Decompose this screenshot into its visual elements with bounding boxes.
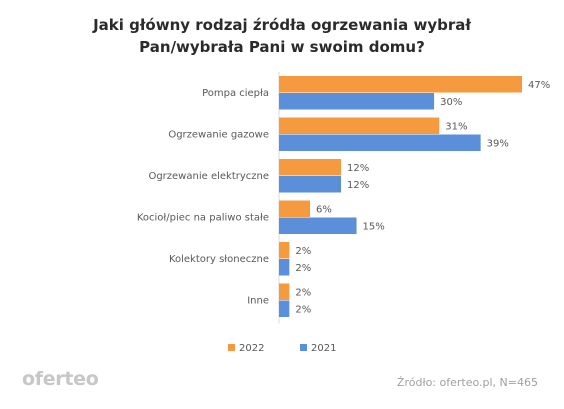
legend-swatch-2021 [300,344,307,351]
category-label: Inne [247,296,269,307]
data-label: 2% [295,263,311,274]
data-label: 15% [363,222,385,233]
data-label: 31% [445,122,467,133]
data-label: 2% [295,246,311,257]
brand-logo: oferteo [22,368,99,390]
bar-2022 [279,242,290,259]
category-label: Pompa ciepła [202,88,269,99]
bar-2021 [279,217,357,234]
bar-2021 [279,300,290,317]
data-label: 2% [295,305,311,316]
category-label: Ogrzewanie elektryczne [148,171,269,182]
bar-2022 [279,76,522,93]
legend-label-2021: 2021 [311,343,336,354]
data-label: 30% [440,97,462,108]
category-label: Kolektory słoneczne [169,254,269,265]
category-label: Kocioł/piec na paliwo stałe [137,213,269,224]
category-label: Ogrzewanie gazowe [168,130,269,141]
bar-2021 [279,259,290,276]
legend-swatch-2022 [228,344,235,351]
data-label: 12% [347,163,369,174]
bar-2022 [279,283,290,300]
data-label: 47% [528,80,550,91]
data-label: 39% [487,139,509,150]
bar-2022 [279,117,440,134]
legend-label-2022: 2022 [239,343,264,354]
bar-2021 [279,93,435,110]
data-label: 2% [295,288,311,299]
bar-2022 [279,159,342,176]
source-note: Źródło: oferteo.pl, N=465 [396,376,538,389]
data-label: 6% [316,205,332,216]
bar-2021 [279,176,342,193]
bar-2021 [279,134,481,151]
bar-2022 [279,200,311,217]
chart-title: Jaki główny rodzaj źródła ogrzewania wyb… [93,16,471,56]
data-label: 12% [347,180,369,191]
